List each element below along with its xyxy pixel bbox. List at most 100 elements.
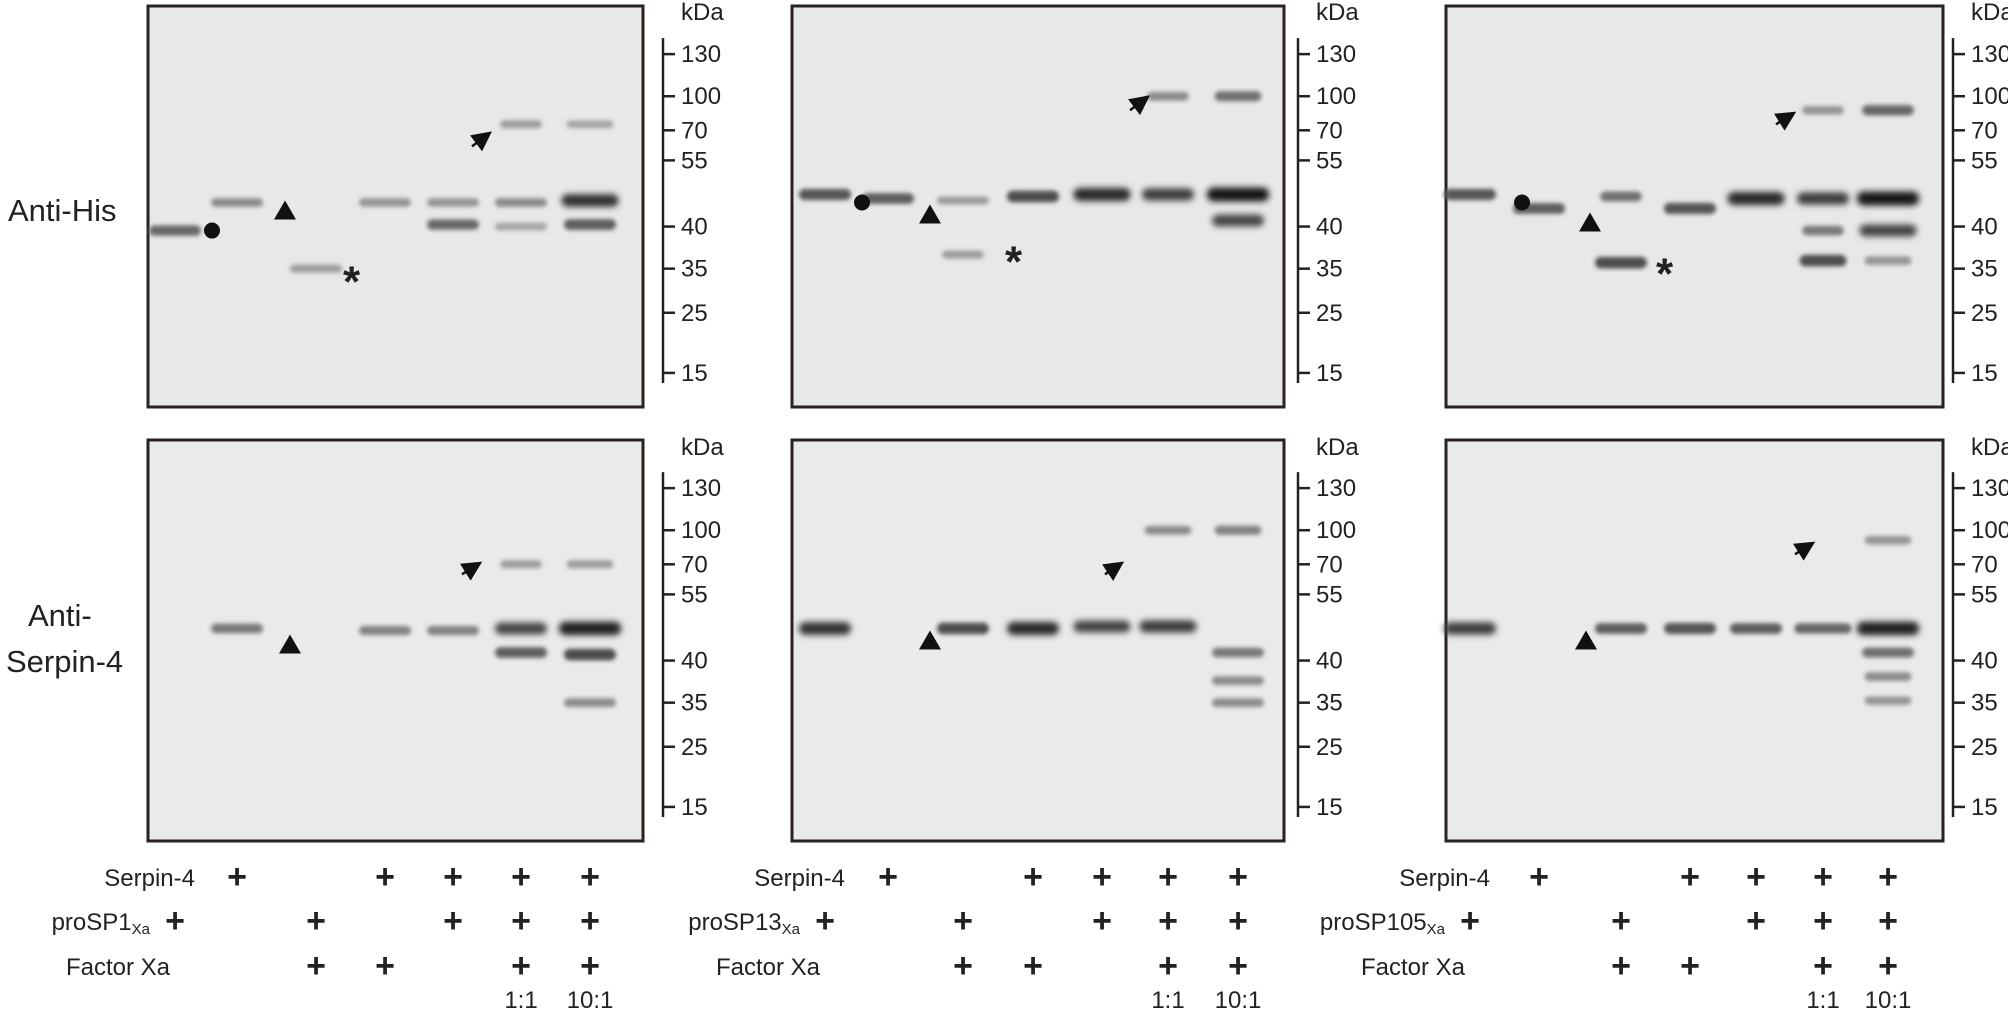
plus-sign: +: [1529, 858, 1549, 896]
ladder-label-130: 130: [1316, 475, 1356, 502]
ladder-label-35: 35: [681, 256, 708, 283]
row-label-anti-his: Anti-His: [8, 193, 117, 228]
triangle-marker-icon: [919, 630, 941, 650]
blot-band: [1727, 191, 1785, 206]
blot-panel-1-top: * kDa 130 100 70 55 40 35 25 15: [146, 0, 724, 409]
ladder-label-55: 55: [1971, 581, 1998, 608]
asterisk-marker-icon: *: [343, 258, 361, 307]
plus-sign: +: [306, 902, 326, 940]
ladder-label-25: 25: [1971, 300, 1998, 327]
plus-sign: +: [443, 902, 463, 940]
ladder-label-130: 130: [1316, 41, 1356, 68]
blot-band: [1730, 623, 1782, 634]
blot-band: [1859, 224, 1917, 237]
ratio-label: 1:1: [504, 987, 537, 1013]
plus-sign: +: [1092, 902, 1112, 940]
asterisk-marker-icon: *: [1005, 238, 1023, 287]
plus-sign: +: [1746, 858, 1766, 896]
blot-band: [1664, 202, 1716, 215]
blot-band: [359, 198, 411, 207]
blot-band: [564, 219, 616, 230]
blot-band: [937, 622, 989, 635]
plus-sign: +: [443, 858, 463, 896]
blot-band: [1864, 696, 1912, 705]
blot-band: [359, 625, 411, 636]
blot-panel-2-bot: kDa 130 100 70 55 40 35 25 15: [790, 434, 1359, 843]
blot-band: [1862, 105, 1914, 116]
plus-sign: +: [1611, 902, 1631, 940]
plus-sign: +: [227, 858, 247, 896]
ladder-label-15: 15: [1316, 794, 1343, 821]
ladder-label-40: 40: [1316, 648, 1343, 675]
plus-sign: +: [1746, 902, 1766, 940]
plus-sign: +: [375, 858, 395, 896]
ladder-label-100: 100: [681, 517, 721, 544]
plus-sign: +: [1092, 858, 1112, 896]
blot-band: [1856, 621, 1920, 636]
blot-band: [862, 193, 914, 204]
blot-band: [1142, 188, 1194, 201]
blot-band: [211, 198, 263, 207]
ladder-label-40: 40: [681, 648, 708, 675]
plus-sign: +: [1878, 947, 1898, 985]
blot-band: [1802, 106, 1844, 115]
ladder-label-55: 55: [1316, 581, 1343, 608]
protease-subscript: Xa: [782, 921, 801, 938]
complex-arrow-icon: [470, 131, 492, 152]
plus-sign: +: [306, 947, 326, 985]
ladder-label-40: 40: [1971, 214, 1998, 241]
blot-band: [495, 198, 547, 207]
ladder-label-55: 55: [681, 147, 708, 174]
ladder-label-35: 35: [1316, 256, 1343, 283]
ratio-label: 10:1: [567, 987, 614, 1013]
blot-band: [1212, 698, 1264, 708]
row-label-serpin: Serpin-4: [754, 865, 845, 892]
plus-sign: +: [1611, 947, 1631, 985]
protease-subscript: Xa: [1427, 921, 1446, 938]
ladder-label-100: 100: [1316, 517, 1356, 544]
ladder-label-70: 70: [681, 551, 708, 578]
lane-table-3: Serpin-4 proSP105Xa Factor Xa + + + + + + + + + + + + +…: [1320, 858, 1911, 1013]
plus-sign: +: [375, 947, 395, 985]
blot-membrane: [1444, 438, 1945, 843]
circle-marker-icon: [854, 194, 870, 211]
blot-band: [1147, 91, 1189, 101]
plus-sign: +: [1023, 947, 1043, 985]
blot-band: [427, 198, 479, 207]
ladder-label-130: 130: [1971, 475, 2008, 502]
plus-sign: +: [1878, 858, 1898, 896]
ratio-label: 1:1: [1806, 987, 1839, 1013]
blot-membrane: [146, 438, 645, 843]
ladder-label-35: 35: [1971, 256, 1998, 283]
blot-band: [1856, 191, 1920, 206]
ladder-label-70: 70: [1971, 117, 1998, 144]
complex-arrow-icon: [1773, 111, 1797, 131]
plus-sign: +: [511, 902, 531, 940]
ladder-label-40: 40: [1316, 214, 1343, 241]
ladder-label-25: 25: [1316, 300, 1343, 327]
blot-band: [1444, 188, 1496, 201]
ladder-label-70: 70: [1316, 117, 1343, 144]
ratio-label: 1:1: [1151, 987, 1184, 1013]
marker-unit-label: kDa: [681, 0, 724, 26]
blot-band: [1212, 214, 1264, 227]
blot-band: [1444, 622, 1496, 635]
marker-unit-label: kDa: [1971, 434, 2008, 461]
lane-table-1: Serpin-4 proSP1Xa Factor Xa + + + + + + + + + + + + + +1…: [52, 858, 614, 1013]
ladder-label-100: 100: [1316, 83, 1356, 110]
row-label-anti-serpin-line1: Anti-: [28, 598, 92, 633]
complex-arrow-icon: [1792, 541, 1816, 561]
blot-band: [564, 698, 616, 708]
row-label-serpin: Serpin-4: [1399, 865, 1490, 892]
blot-panel-2-top: * kDa 130 100 70 55 40 35 25 15: [790, 0, 1359, 409]
blot-membrane: [790, 4, 1286, 409]
plus-sign: +: [1228, 902, 1248, 940]
ladder-label-15: 15: [681, 360, 708, 387]
ladder-label-130: 130: [681, 41, 721, 68]
blot-band: [427, 625, 479, 636]
plus-sign: +: [580, 947, 600, 985]
ladder-label-100: 100: [1971, 517, 2008, 544]
ladder-label-70: 70: [1971, 551, 1998, 578]
plus-sign: +: [878, 858, 898, 896]
